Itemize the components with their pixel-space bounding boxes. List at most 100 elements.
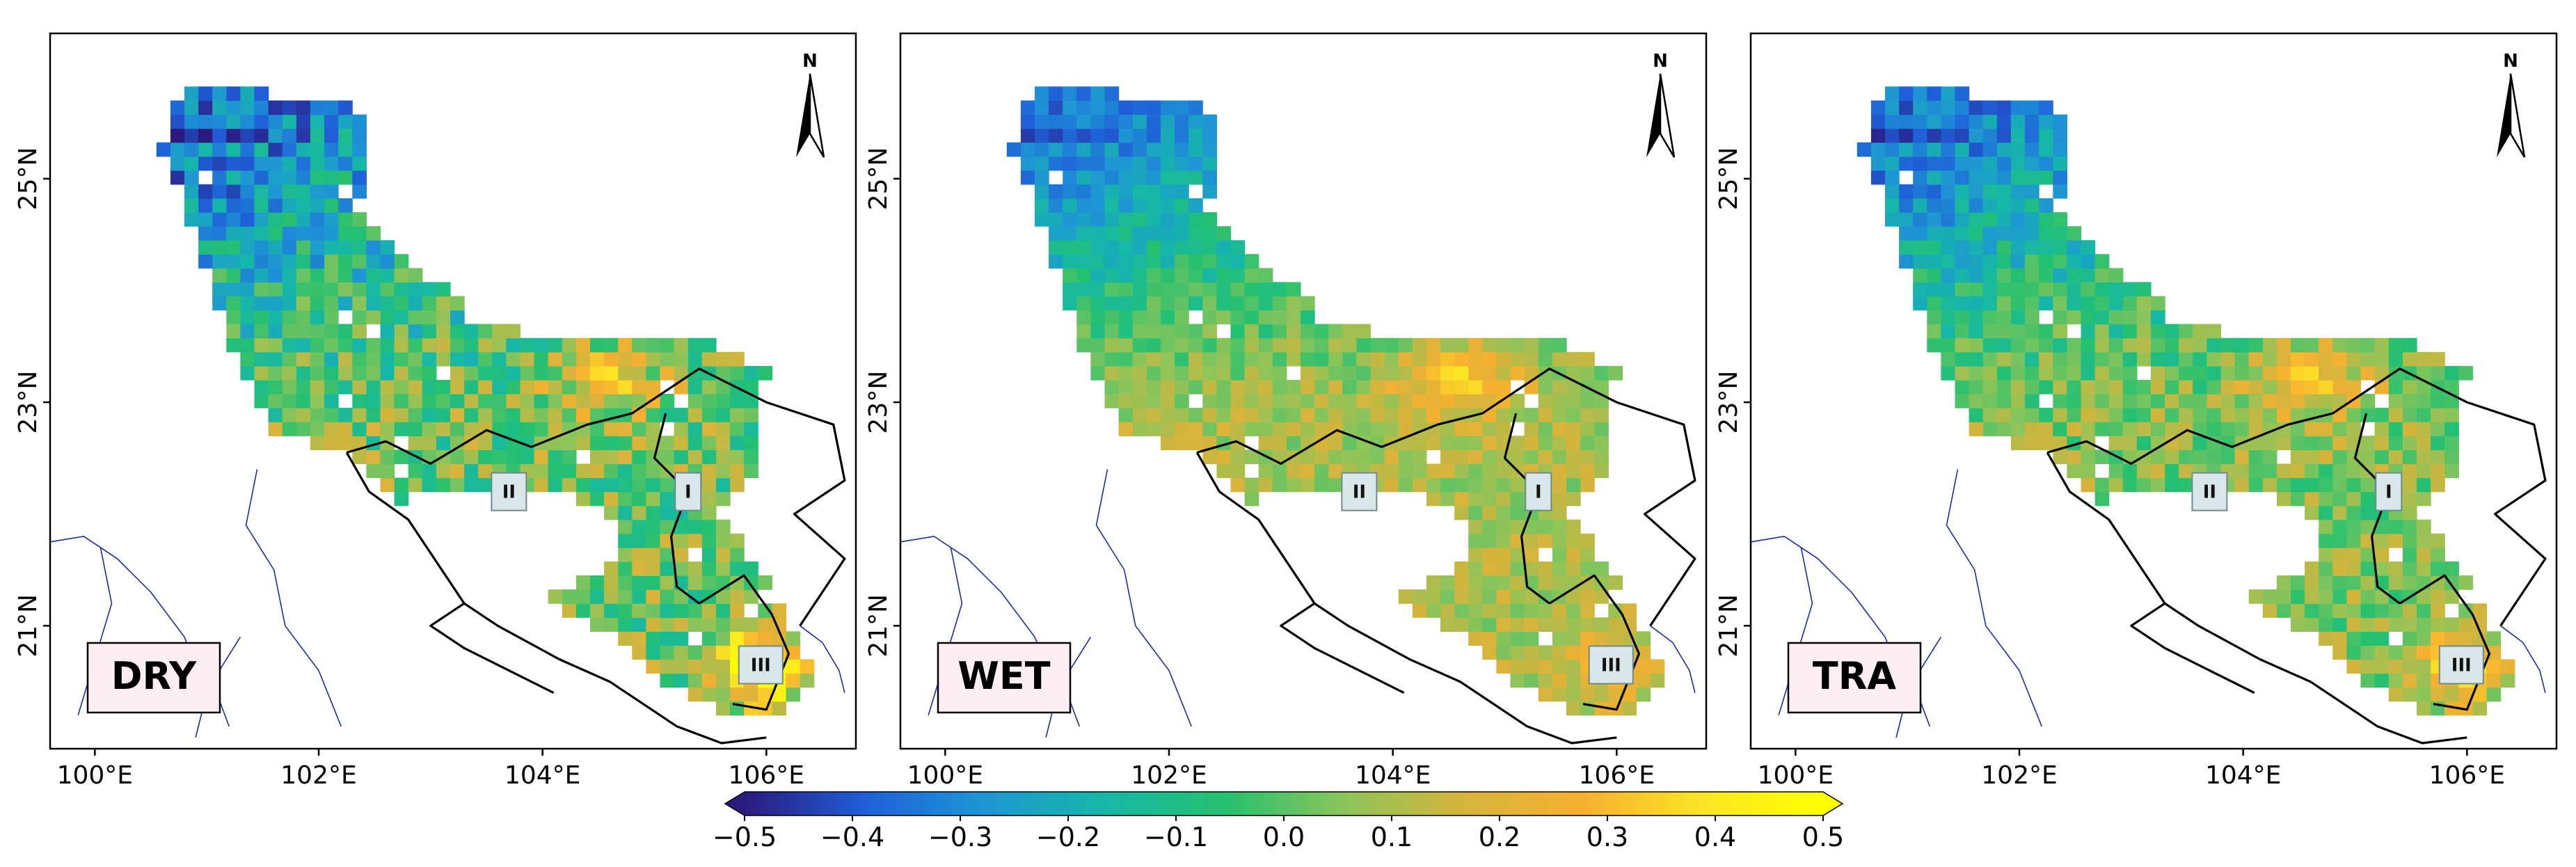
grid-cell: [254, 296, 269, 311]
grid-cell: [240, 337, 255, 353]
grid-cell: [2151, 351, 2165, 367]
grid-cell: [1538, 337, 1553, 353]
grid-cell: [618, 337, 633, 353]
grid-cell: [2053, 324, 2067, 339]
grid-cell: [226, 184, 241, 199]
grid-cell: [1941, 365, 1956, 381]
grid-cell: [2346, 351, 2362, 367]
gridded-field: [1857, 86, 2515, 716]
grid-cell: [1496, 631, 1511, 646]
grid-cell: [2151, 310, 2165, 325]
grid-cell: [324, 296, 339, 311]
grid-cell: [2039, 337, 2053, 353]
grid-cell: [450, 351, 465, 367]
grid-cell: [632, 408, 646, 422]
grid-cell: [2360, 505, 2376, 520]
grid-cell: [1258, 477, 1273, 493]
grid-cell: [2207, 422, 2222, 436]
grid-cell: [632, 519, 646, 534]
grid-cell: [590, 379, 605, 395]
grid-cell: [2332, 379, 2347, 395]
grid-cell: [268, 184, 283, 199]
grid-cell: [716, 589, 731, 604]
grid-cell: [1955, 365, 1970, 381]
grid-cell: [1175, 408, 1189, 422]
grid-cell: [2081, 324, 2096, 339]
grid-cell: [352, 436, 367, 450]
grid-cell: [422, 379, 437, 395]
grid-cell: [2417, 547, 2431, 562]
grid-cell: [226, 296, 241, 311]
grid-cell: [380, 394, 395, 408]
grid-cell: [352, 422, 367, 436]
grid-cell: [310, 240, 325, 255]
grid-cell: [1955, 268, 1970, 283]
grid-cell: [422, 422, 437, 436]
grid-cell: [2220, 394, 2236, 408]
grid-cell: [1982, 198, 1998, 213]
grid-cell: [2388, 436, 2403, 450]
grid-cell: [548, 589, 563, 604]
grid-cell: [575, 603, 591, 618]
grid-cell: [2151, 379, 2165, 395]
grid-cell: [506, 394, 521, 408]
grid-cell: [1160, 156, 1175, 171]
grid-cell: [254, 394, 269, 408]
grid-cell: [2165, 379, 2179, 395]
grid-cell: [1552, 617, 1567, 632]
grid-cell: [1328, 351, 1343, 367]
grid-cell: [1468, 365, 1483, 381]
grid-cell: [1063, 254, 1077, 269]
grid-cell: [2262, 463, 2277, 479]
grid-cell: [2094, 254, 2110, 269]
grid-cell: [282, 212, 297, 227]
grid-cell: [1230, 296, 1246, 311]
grid-cell: [1538, 533, 1553, 548]
grid-cell: [2010, 114, 2026, 129]
grid-cell: [1955, 114, 1970, 129]
grid-cell: [1440, 575, 1455, 590]
grid-cell: [1996, 254, 2012, 269]
grid-cell: [1020, 142, 1035, 157]
grid-cell: [1913, 156, 1927, 171]
grid-cell: [2122, 394, 2138, 408]
grid-cell: [1927, 282, 1941, 297]
grid-cell: [2025, 170, 2040, 185]
grid-cell: [156, 142, 171, 157]
grid-cell: [1175, 114, 1189, 129]
grid-cell: [1996, 212, 2012, 227]
grid-cell: [2165, 408, 2179, 422]
grid-cell: [1175, 100, 1189, 116]
grid-cell: [2431, 575, 2445, 590]
grid-cell: [646, 337, 661, 353]
grid-cell: [2417, 491, 2431, 507]
grid-cell: [1230, 463, 1246, 479]
grid-cell: [2025, 198, 2040, 213]
grid-cell: [1216, 365, 1232, 381]
colorbar-tick-label: −0.3: [928, 822, 992, 852]
grid-cell: [268, 198, 283, 213]
grid-cell: [296, 394, 311, 408]
colorbar-tick-label: −0.1: [1144, 822, 1208, 852]
grid-cell: [2108, 351, 2124, 367]
grid-cell: [2067, 422, 2082, 436]
grid-cell: [1594, 436, 1609, 450]
grid-cell: [646, 547, 661, 562]
grid-cell: [1370, 394, 1385, 408]
grid-cell: [2010, 365, 2026, 381]
grid-cell: [310, 310, 325, 325]
grid-cell: [1342, 394, 1357, 408]
grid-cell: [268, 422, 283, 436]
grid-cell: [380, 296, 395, 311]
grid-cell: [1927, 170, 1941, 185]
grid-cell: [450, 296, 465, 311]
grid-cell: [324, 365, 339, 381]
boundary-line: [2399, 574, 2491, 711]
grid-cell: [2220, 337, 2236, 353]
x-tick-label: 102°E: [280, 761, 356, 790]
grid-cell: [464, 379, 479, 395]
grid-cell: [1160, 337, 1175, 353]
grid-cell: [338, 422, 353, 436]
grid-cell: [2360, 436, 2376, 450]
grid-cell: [240, 100, 255, 116]
